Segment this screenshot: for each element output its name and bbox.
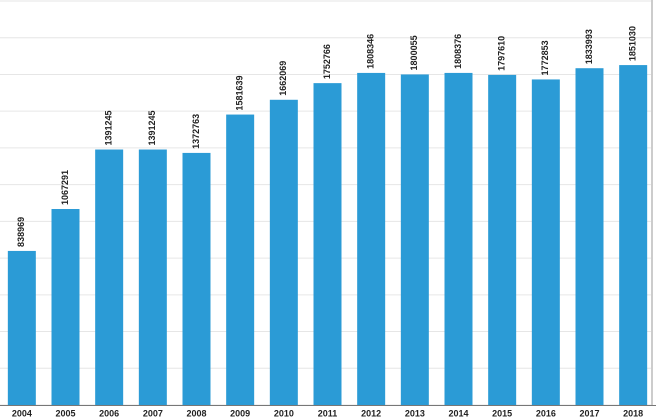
x-tick-label: 2007 <box>143 408 163 418</box>
x-tick-label: 2015 <box>492 408 512 418</box>
x-tick-label: 2009 <box>230 408 250 418</box>
bar <box>357 72 386 406</box>
value-label: 1067291 <box>60 170 70 205</box>
value-label: 1851030 <box>628 26 638 61</box>
bar <box>138 149 167 405</box>
x-tick-label: 2017 <box>579 408 599 418</box>
bar <box>313 83 342 406</box>
x-tick-label: 2011 <box>318 408 338 418</box>
bar <box>95 149 124 405</box>
bar <box>531 79 560 405</box>
value-label: 1372763 <box>191 114 201 149</box>
x-tick-label: 2005 <box>55 408 75 418</box>
x-tick-label: 2010 <box>274 408 294 418</box>
bar <box>619 65 648 405</box>
value-label: 838969 <box>16 217 26 247</box>
x-tick-label: 2014 <box>448 408 468 418</box>
value-label: 1833993 <box>584 29 594 64</box>
value-label: 1808346 <box>366 34 376 69</box>
bar <box>269 99 298 405</box>
value-label: 1808376 <box>453 34 463 69</box>
bar <box>226 114 255 406</box>
bar <box>444 72 473 405</box>
value-label: 1391245 <box>104 110 114 145</box>
value-label: 1662069 <box>278 61 288 96</box>
bar <box>51 209 80 405</box>
value-label: 1772853 <box>540 40 550 75</box>
value-label: 1391245 <box>147 110 157 145</box>
bar <box>575 68 604 406</box>
x-tick-label: 2013 <box>405 408 425 418</box>
x-tick-label: 2006 <box>99 408 119 418</box>
bar <box>400 74 429 405</box>
bar <box>182 152 211 405</box>
x-tick-label: 2004 <box>12 408 32 418</box>
x-tick-label: 2008 <box>186 408 206 418</box>
value-label: 1581639 <box>235 76 245 111</box>
x-tick-label: 2016 <box>536 408 556 418</box>
value-label: 1797610 <box>497 36 507 71</box>
x-tick-label: 2012 <box>361 408 381 418</box>
value-label: 1752766 <box>322 44 332 79</box>
bar <box>488 74 517 405</box>
bar <box>7 250 36 405</box>
x-tick-label: 2018 <box>623 408 643 418</box>
value-label: 1800055 <box>409 35 419 70</box>
